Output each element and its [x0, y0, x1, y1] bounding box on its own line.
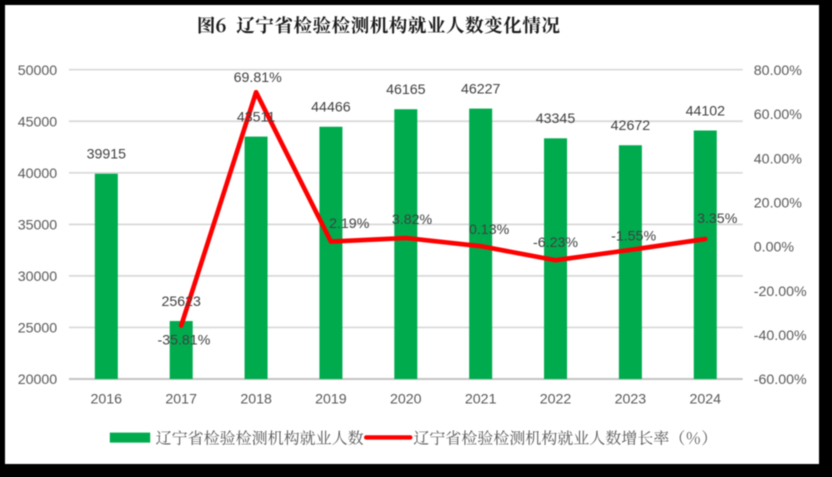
svg-text:2018: 2018	[240, 392, 272, 408]
svg-text:-6.23%: -6.23%	[533, 235, 578, 251]
svg-text:2024: 2024	[690, 392, 722, 408]
svg-text:46165: 46165	[386, 82, 426, 98]
svg-text:39915: 39915	[87, 147, 127, 163]
svg-text:-40.00%: -40.00%	[754, 328, 807, 344]
svg-text:0.00%: 0.00%	[754, 240, 795, 256]
svg-text:2019: 2019	[315, 392, 347, 408]
svg-text:60.00%: 60.00%	[754, 107, 803, 123]
svg-text:44466: 44466	[311, 100, 351, 116]
svg-text:2021: 2021	[465, 392, 497, 408]
svg-text:20000: 20000	[18, 372, 58, 388]
svg-text:-35.81%: -35.81%	[157, 333, 210, 349]
svg-text:2022: 2022	[540, 392, 572, 408]
svg-text:45000: 45000	[18, 115, 58, 131]
svg-text:30000: 30000	[18, 269, 58, 285]
svg-text:40000: 40000	[18, 166, 58, 182]
svg-text:35000: 35000	[18, 218, 58, 234]
svg-text:2023: 2023	[615, 392, 647, 408]
svg-text:2.19%: 2.19%	[329, 216, 370, 232]
svg-text:-60.00%: -60.00%	[754, 372, 807, 388]
svg-text:46227: 46227	[461, 81, 501, 97]
svg-text:3.35%: 3.35%	[697, 211, 738, 227]
svg-text:50000: 50000	[18, 63, 58, 79]
svg-text:2016: 2016	[91, 392, 123, 408]
svg-text:-20.00%: -20.00%	[754, 284, 807, 300]
svg-text:69.81%: 69.81%	[234, 70, 283, 86]
svg-text:25000: 25000	[18, 321, 58, 337]
svg-text:80.00%: 80.00%	[754, 63, 803, 79]
svg-text:-1.55%: -1.55%	[611, 229, 656, 245]
svg-text:42672: 42672	[611, 118, 651, 134]
svg-text:20.00%: 20.00%	[754, 196, 803, 212]
svg-text:44102: 44102	[686, 103, 726, 119]
svg-text:2017: 2017	[165, 392, 197, 408]
svg-text:43345: 43345	[536, 111, 576, 127]
svg-text:0.13%: 0.13%	[469, 222, 510, 238]
svg-text:25623: 25623	[161, 294, 201, 310]
svg-text:2020: 2020	[390, 392, 422, 408]
svg-text:40.00%: 40.00%	[754, 151, 803, 167]
svg-text:43511: 43511	[237, 109, 276, 125]
svg-text:3.82%: 3.82%	[392, 212, 433, 228]
